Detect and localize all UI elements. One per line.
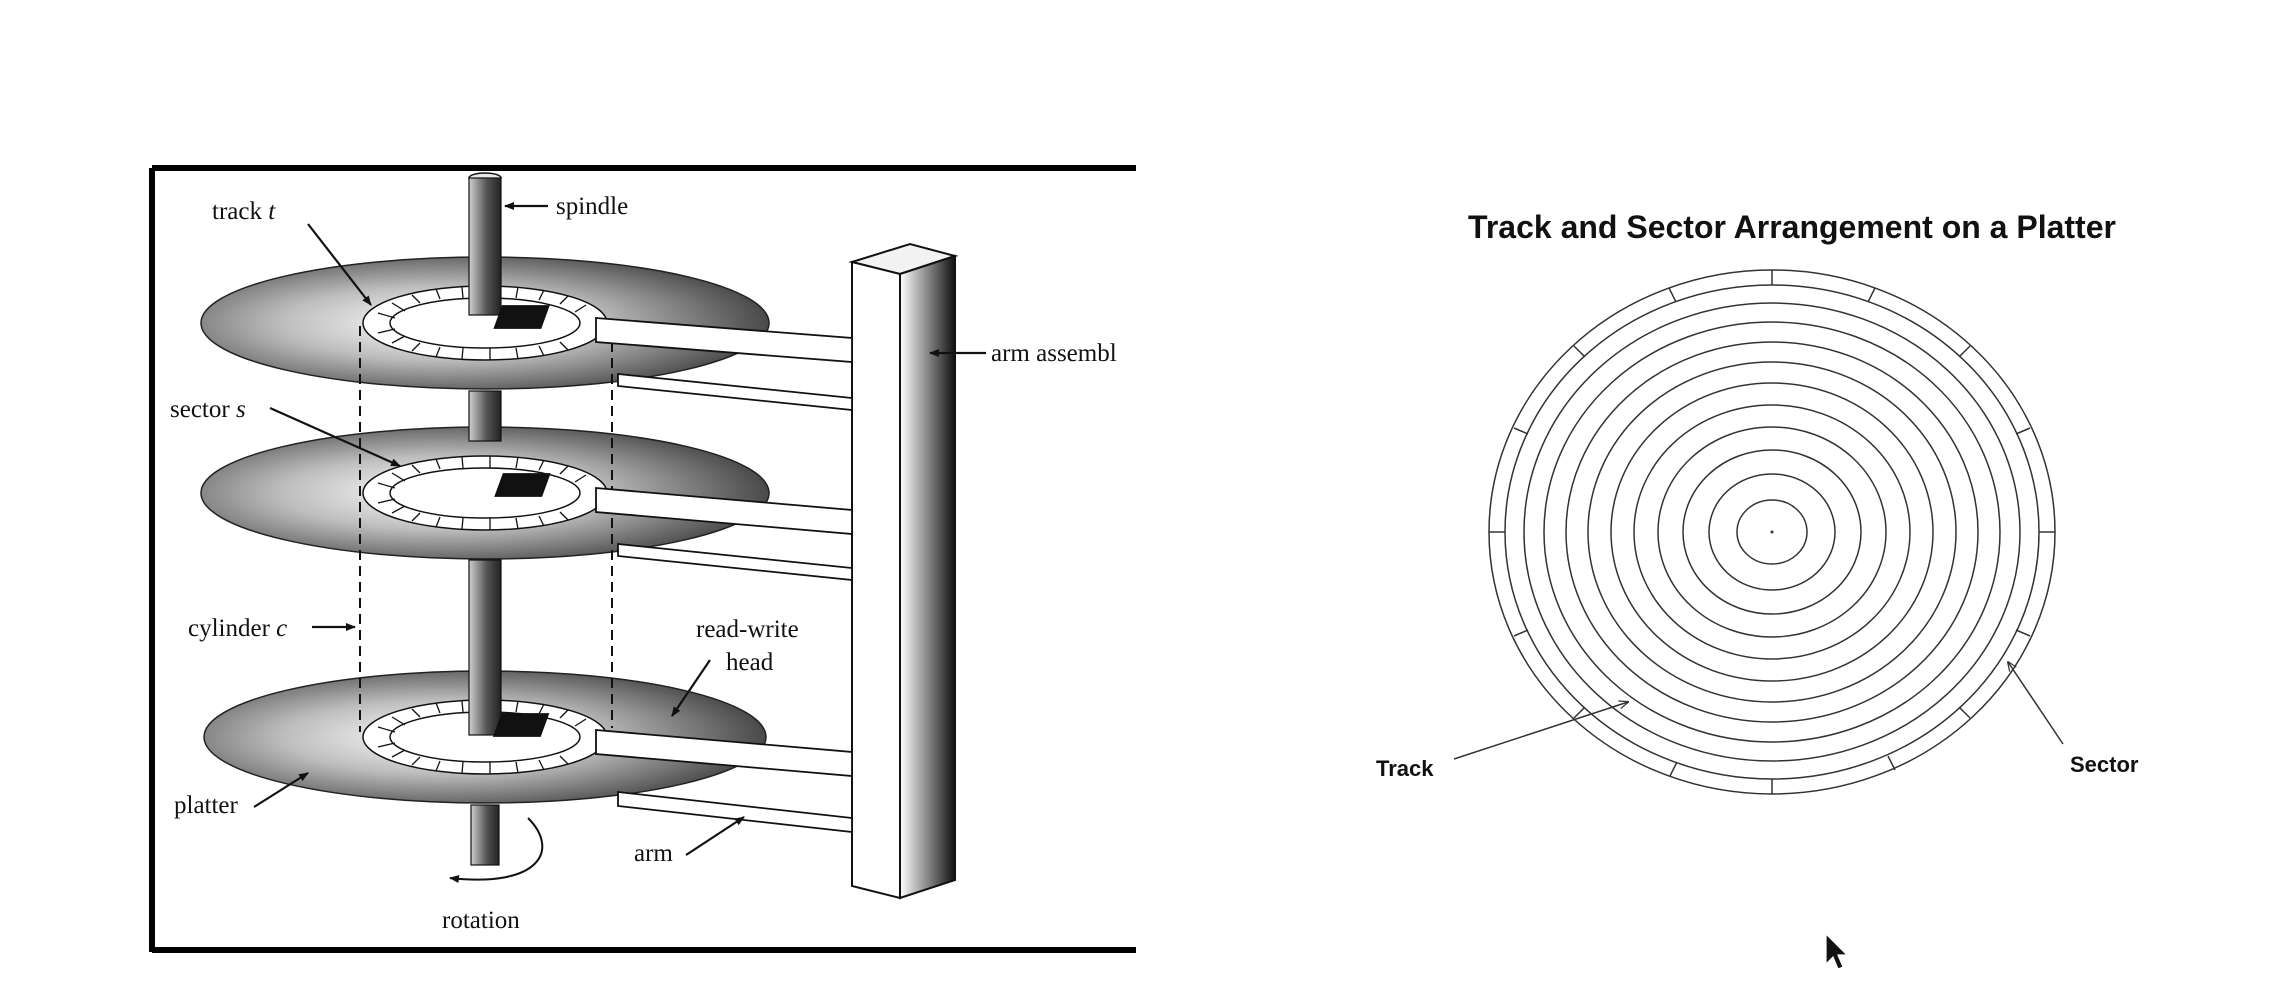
mouse-pointer-icon <box>1825 932 1849 970</box>
spindle <box>468 172 502 866</box>
read-write-pointer <box>671 659 711 717</box>
read-write-head-2 <box>494 473 551 497</box>
read-write-head-1 <box>493 305 550 329</box>
track-pointer-right <box>1453 702 1628 760</box>
sector-ticks-2 <box>377 456 587 530</box>
arm-pointer <box>685 816 745 856</box>
read-write-label: read-write <box>696 616 799 643</box>
arm-2 <box>494 473 853 581</box>
cylinder-label: cylinder c <box>188 615 287 642</box>
arm-3 <box>492 713 853 834</box>
arm-label: arm <box>634 840 673 867</box>
sector-pointer <box>269 406 401 468</box>
sector-boundaries <box>1489 270 2055 794</box>
rotation-label: rotation <box>442 907 520 934</box>
arm-1 <box>493 305 853 411</box>
platter-diagram: Track and Sector Arrangement on a Platte… <box>1376 209 2139 795</box>
track-label-right: Track <box>1376 756 1434 781</box>
diagram-title: Track and Sector Arrangement on a Platte… <box>1468 209 2116 245</box>
cylinder-lines <box>359 326 613 732</box>
track-label: track t <box>212 198 276 225</box>
sector-ticks-3 <box>377 700 587 774</box>
read-write-head-3 <box>492 713 550 737</box>
arm-assembly-label: arm assembl <box>991 340 1117 367</box>
track-pointer <box>307 223 372 306</box>
head-label: head <box>726 649 774 676</box>
disk-diagram: track t spindle arm assembl sector s cyl… <box>149 165 1136 953</box>
spindle-label: spindle <box>556 193 628 220</box>
platter-1 <box>200 256 770 390</box>
platter-label: platter <box>174 792 239 819</box>
platter-center <box>1770 530 1774 534</box>
platter-2 <box>200 426 770 560</box>
arm-assembly-column <box>848 242 959 900</box>
sector-pointer-right <box>2008 662 2064 745</box>
sector-label: sector s <box>170 396 246 423</box>
sector-label-right: Sector <box>2070 752 2139 777</box>
platter-pointer <box>253 772 309 808</box>
rotation-arrow <box>449 817 544 883</box>
platter-3 <box>203 670 767 804</box>
